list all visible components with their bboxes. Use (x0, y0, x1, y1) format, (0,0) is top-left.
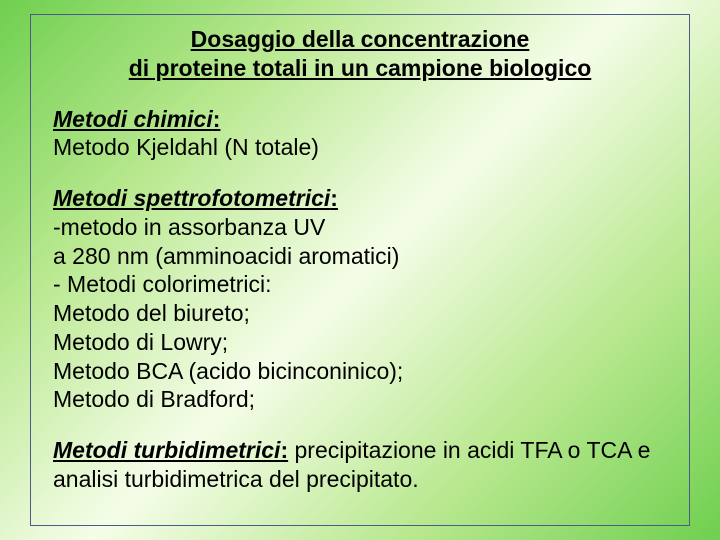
heading-chemical: Metodi chimici: (53, 106, 220, 132)
title-line-1: Dosaggio della concentrazione (191, 26, 530, 52)
spectro-line-7: Metodo di Bradford; (53, 386, 255, 412)
spectro-line-1: -metodo in assorbanza UV (53, 214, 325, 240)
slide-title: Dosaggio della concentrazione di protein… (53, 25, 667, 83)
body-chemical: Metodo Kjeldahl (N totale) (53, 134, 319, 160)
spectro-line-5: Metodo di Lowry; (53, 329, 228, 355)
section-chemical: Metodi chimici: Metodo Kjeldahl (N total… (53, 105, 667, 163)
heading-turbid: Metodi turbidimetrici: (53, 437, 288, 463)
spectro-line-6: Metodo BCA (acido bicinconinico); (53, 358, 403, 384)
spectro-line-4: Metodo del biureto; (53, 300, 250, 326)
heading-spectro: Metodi spettrofotometrici: (53, 185, 338, 211)
spectro-line-2: a 280 nm (amminoacidi aromatici) (53, 243, 399, 269)
spectro-line-3: - Metodi colorimetrici: (53, 271, 272, 297)
title-line-2: di proteine totali in un campione biolog… (129, 55, 592, 81)
section-turbid: Metodi turbidimetrici: precipitazione in… (53, 436, 667, 494)
section-spectro: Metodi spettrofotometrici: -metodo in as… (53, 184, 667, 414)
content-panel: Dosaggio della concentrazione di protein… (30, 14, 690, 526)
